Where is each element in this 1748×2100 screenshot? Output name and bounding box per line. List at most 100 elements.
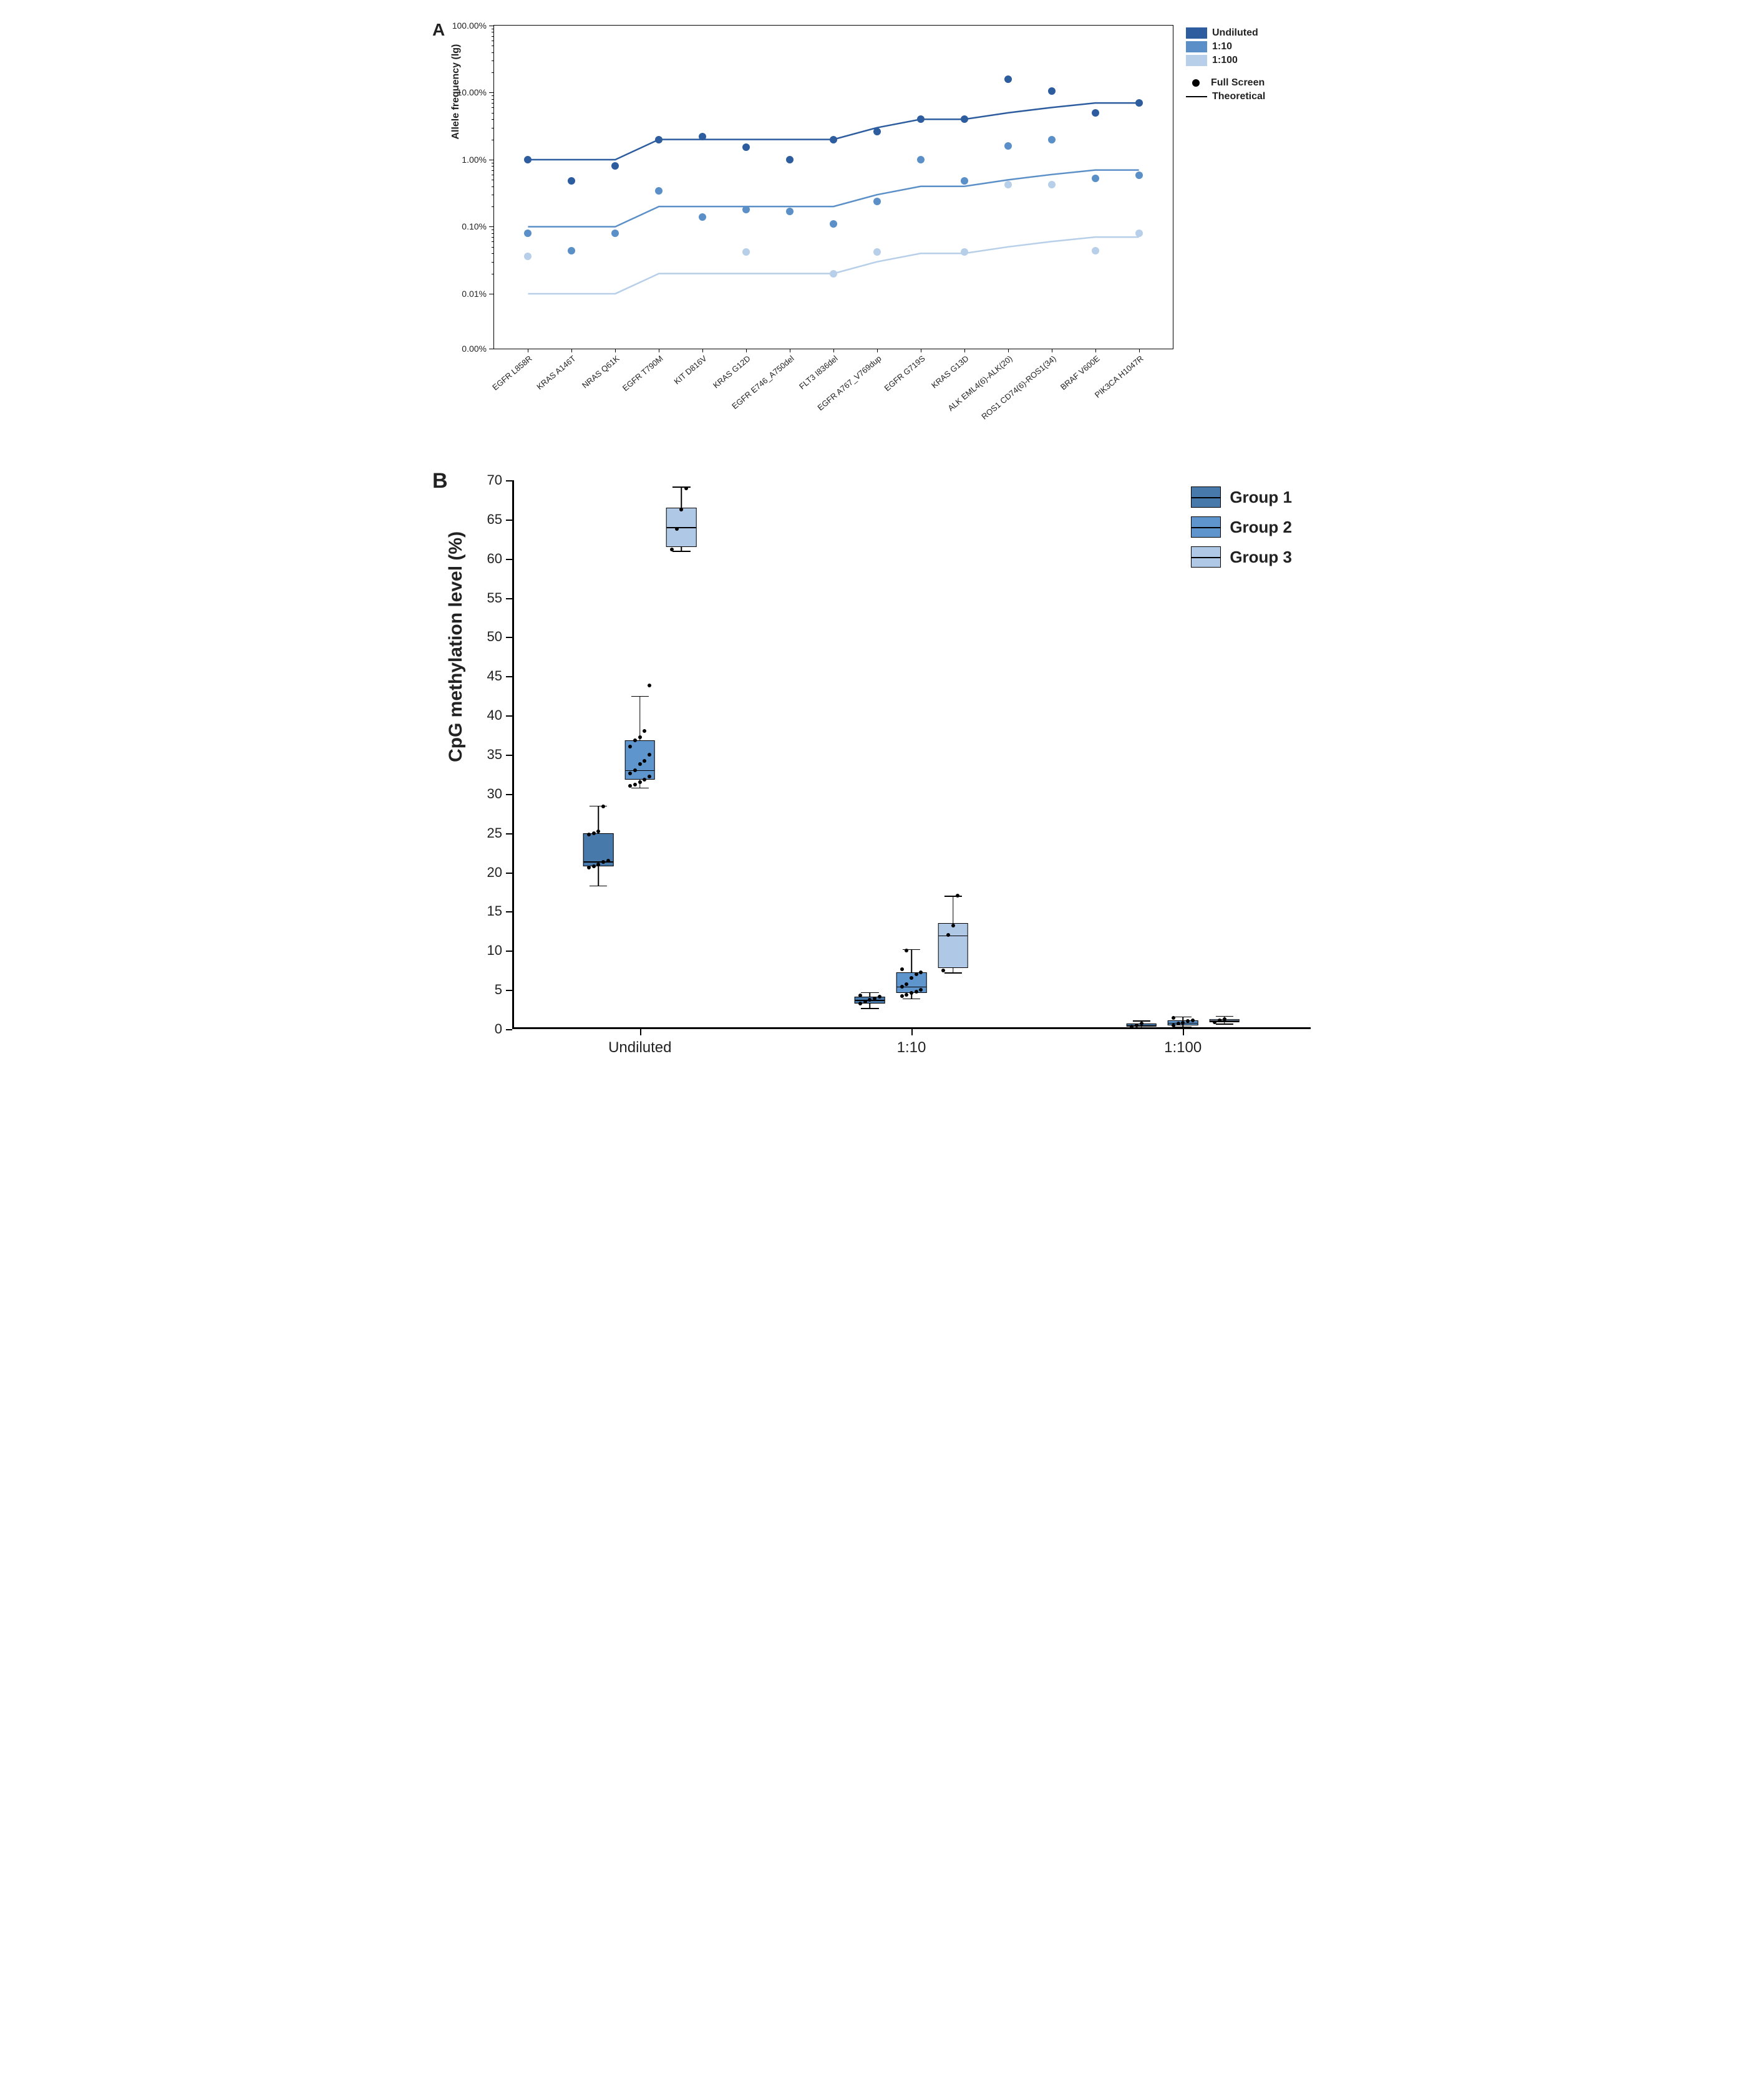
- panel-a-xtick: [1095, 349, 1096, 352]
- panel-a-ytick-minor: [492, 247, 494, 248]
- panel-a-point: [917, 156, 925, 163]
- panel-b-point: [951, 924, 955, 927]
- panel-b-point: [1218, 1019, 1221, 1022]
- panel-b-ytick: [506, 480, 512, 481]
- panel-a-point: [1004, 142, 1012, 150]
- legend-dot-icon: [1192, 79, 1200, 87]
- panel-b-ytick: [506, 911, 512, 912]
- panel-a-xtick-label: KRAS A146T: [535, 354, 578, 392]
- panel-a-xtick-label: FLT3 I836del: [797, 354, 840, 391]
- panel-b-whisker-cap: [861, 1008, 878, 1009]
- panel-a-xtick-label: NRAS Q61K: [580, 354, 621, 390]
- panel-b-ytick: [506, 520, 512, 521]
- legend-label: Group 2: [1230, 518, 1292, 537]
- panel-a-point: [655, 187, 663, 195]
- panel-b-ytick: [506, 1029, 512, 1030]
- panel-b-point: [633, 783, 637, 786]
- panel-b-legend-row: Group 3: [1191, 546, 1292, 568]
- panel-a-lines-svg: [494, 26, 1173, 349]
- panel-b-point: [863, 1000, 867, 1004]
- legend-label: Theoretical: [1212, 91, 1265, 102]
- panel-b-point: [946, 933, 950, 937]
- panel-a-point: [742, 206, 750, 213]
- panel-b-label: B: [432, 469, 448, 493]
- panel-b-point: [628, 745, 632, 748]
- panel-a-ytick-minor: [492, 262, 494, 263]
- legend-label: 1:100: [1212, 55, 1238, 66]
- panel-a-ytick-minor: [492, 170, 494, 171]
- panel-b-point: [910, 976, 913, 980]
- panel-b-legend-row: Group 1: [1191, 486, 1292, 508]
- panel-a-legend-row: Undiluted: [1186, 27, 1311, 39]
- panel-a-ytick-label: 10.00%: [457, 87, 487, 97]
- panel-b-point: [675, 527, 679, 531]
- panel-b-ytick-label: 0: [495, 1021, 502, 1037]
- panel-b-ytick-label: 15: [487, 903, 502, 919]
- panel-b-xtick-label: 1:100: [1164, 1039, 1202, 1057]
- panel-a-point: [611, 162, 619, 170]
- panel-b-point: [878, 995, 881, 999]
- legend-swatch: [1186, 55, 1207, 66]
- panel-b-ytick-label: 45: [487, 668, 502, 684]
- panel-b-point: [628, 784, 632, 788]
- panel-b-yaxis-title: CpG methylation level (%): [445, 531, 467, 762]
- panel-a-ytick-label: 1.00%: [462, 155, 487, 165]
- panel-a-point: [873, 198, 881, 205]
- panel-b-point: [858, 1002, 862, 1005]
- panel-b-point: [900, 985, 904, 989]
- panel-b-whisker-cap: [631, 788, 649, 789]
- panel-a-ytick-minor: [492, 72, 494, 73]
- panel-b-median: [667, 527, 696, 528]
- figure: A Allele frequency (lg) 0.00%0.01%0.10%1…: [437, 25, 1311, 1067]
- panel-b-point: [638, 780, 642, 784]
- panel-a-point: [524, 230, 532, 237]
- panel-b-point: [910, 991, 913, 995]
- panel-b-xtick: [1183, 1029, 1184, 1035]
- panel-b-point: [1177, 1022, 1180, 1025]
- panel-b-point: [941, 969, 945, 972]
- panel-b-point: [648, 775, 651, 778]
- panel-a-point: [524, 253, 532, 260]
- panel-b-point: [1213, 1020, 1216, 1024]
- panel-a-point: [1135, 172, 1143, 179]
- panel-b-ytick-label: 40: [487, 707, 502, 723]
- panel-a-ytick-label: 0.01%: [462, 289, 487, 299]
- legend-label: Undiluted: [1212, 27, 1258, 39]
- panel-a-point: [830, 270, 837, 278]
- panel-b-point: [1181, 1021, 1185, 1025]
- panel-b-point: [628, 772, 632, 775]
- panel-b-ytick: [506, 873, 512, 874]
- panel-b-legend: Group 1 Group 2 Group 3: [1191, 486, 1292, 576]
- panel-a-ytick-label: 0.00%: [462, 344, 487, 354]
- panel-a-legend-row: 1:100: [1186, 55, 1311, 66]
- panel-b-point: [1130, 1025, 1134, 1028]
- panel-b-box: [938, 923, 968, 968]
- panel-b-point: [1140, 1022, 1143, 1025]
- panel-a-point: [524, 156, 532, 163]
- panel-b-point: [1191, 1019, 1195, 1022]
- panel-b-point: [956, 894, 959, 898]
- panel-b-whisker-cap: [590, 886, 607, 887]
- panel-b-point: [905, 993, 908, 997]
- panel-b-ytick-label: 20: [487, 864, 502, 881]
- panel-a-xtick-label: EGFR T790M: [621, 354, 665, 393]
- panel-b-whisker-cap: [1133, 1028, 1150, 1029]
- panel-a-xtick-label: KRAS G12D: [711, 354, 752, 390]
- panel-b-xtick: [911, 1029, 913, 1035]
- panel-b-whisker-cap: [672, 551, 690, 552]
- panel-b-point: [633, 768, 637, 772]
- panel-a-ytick-minor: [492, 99, 494, 100]
- panel-a-point: [1048, 87, 1056, 95]
- panel-a-point: [655, 136, 663, 143]
- panel-b: B CpG methylation level (%) Group 1Group…: [437, 474, 1311, 1067]
- panel-a-point: [786, 208, 794, 215]
- panel-b-xtick: [640, 1029, 641, 1035]
- panel-b-box: [666, 508, 697, 547]
- panel-b-ytick: [506, 755, 512, 756]
- panel-b-point: [638, 735, 642, 739]
- panel-a-xtick: [964, 349, 965, 352]
- panel-a-point: [699, 213, 706, 221]
- panel-a-point: [873, 248, 881, 256]
- panel-b-point: [633, 738, 637, 742]
- panel-b-whisker-cap: [1174, 1027, 1192, 1028]
